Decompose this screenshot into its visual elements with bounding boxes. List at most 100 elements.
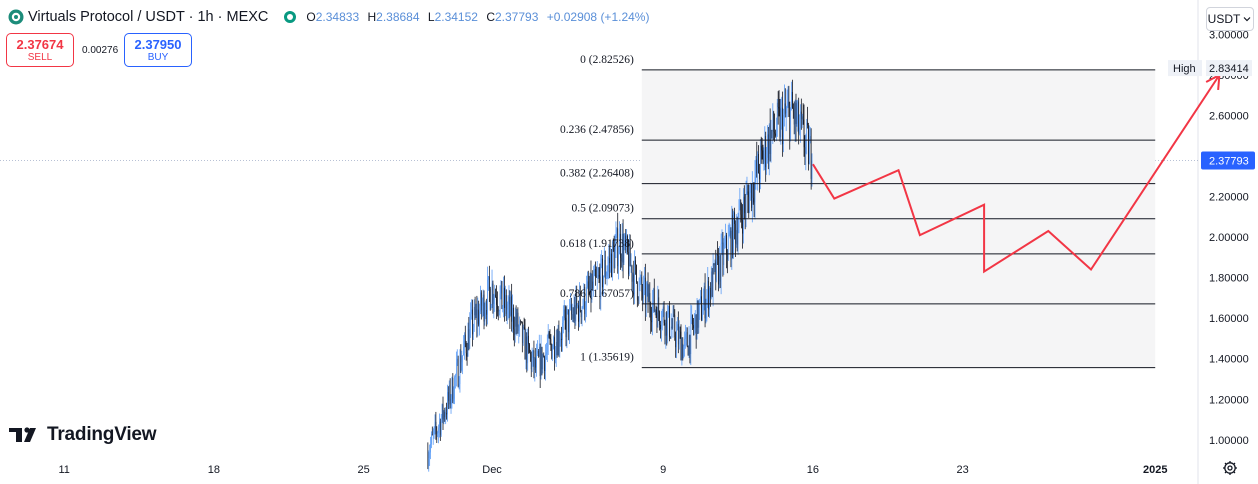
candle-body — [711, 271, 713, 297]
candle-body — [490, 305, 492, 310]
candle-body — [498, 310, 500, 312]
candle-body — [713, 264, 715, 266]
candle-body — [642, 292, 644, 299]
candle-body — [430, 444, 431, 453]
candle-body — [645, 289, 647, 308]
candle-body — [644, 277, 645, 282]
candle-body — [516, 312, 518, 327]
candle-body — [780, 111, 782, 138]
candle-body — [439, 421, 441, 435]
candle-body — [584, 287, 586, 315]
candle-body — [635, 260, 636, 265]
candle-body — [754, 176, 756, 203]
symbol-logo-icon[interactable] — [8, 9, 24, 25]
candle-body — [542, 355, 544, 370]
candle-body — [539, 346, 541, 376]
candle-body — [538, 350, 539, 357]
candle-body — [562, 322, 563, 340]
candle-body — [654, 309, 656, 312]
candle-body — [477, 309, 479, 324]
candle-body — [710, 287, 711, 298]
candle-body — [558, 330, 560, 347]
candle-body — [605, 275, 607, 278]
candle-body — [796, 116, 798, 124]
candle-body — [797, 101, 799, 117]
candle-body — [667, 314, 668, 336]
candle-body — [690, 316, 692, 355]
candle-body — [760, 145, 762, 147]
candle-body — [612, 241, 614, 248]
candle-body — [513, 329, 515, 336]
sell-button[interactable]: 2.37674 SELL — [6, 33, 74, 67]
candle-body — [653, 288, 654, 303]
tradingview-logo[interactable]: TradingView — [9, 424, 157, 446]
candle-body — [675, 337, 677, 348]
candle-body — [579, 291, 581, 311]
settings-gear-icon[interactable] — [1222, 460, 1238, 476]
candle-body — [571, 304, 572, 315]
candle-body — [553, 337, 554, 349]
candle-body — [708, 280, 709, 310]
candle-body — [776, 102, 778, 133]
candle-body — [626, 235, 627, 246]
candle-body — [622, 233, 624, 263]
candle-body — [781, 107, 783, 112]
candle-body — [596, 275, 598, 278]
candle-body — [775, 133, 776, 136]
candle-body — [458, 383, 460, 387]
candle-body — [496, 296, 497, 305]
candle-body — [428, 457, 430, 467]
candle-body — [437, 432, 439, 434]
candle-body — [759, 145, 761, 180]
candle-body — [480, 292, 482, 311]
candle-body — [607, 264, 609, 272]
candle-body — [790, 107, 791, 139]
candle-body — [757, 154, 759, 174]
currency-button[interactable]: USDT — [1206, 7, 1254, 31]
candle-body — [586, 287, 587, 311]
candle-body — [435, 421, 437, 430]
symbol-title[interactable]: Virtuals Protocol / USDT · 1h · MEXC — [28, 9, 269, 25]
candle-body — [660, 324, 661, 330]
candle-body — [613, 247, 615, 269]
buy-button[interactable]: 2.37950 BUY — [124, 33, 192, 67]
candle-body — [725, 235, 726, 245]
candle-body — [701, 296, 702, 320]
candle-body — [678, 331, 680, 345]
x-tick-label: 23 — [957, 464, 969, 476]
projection-path[interactable] — [812, 74, 1221, 274]
candle-body — [772, 111, 774, 131]
candle-body — [445, 413, 447, 418]
candle-body — [431, 433, 432, 445]
candle-body — [593, 275, 595, 289]
candle-body — [698, 308, 700, 328]
candle-body — [616, 228, 618, 236]
market-status-icon[interactable] — [284, 11, 297, 23]
candle-body — [718, 256, 720, 285]
spread-value: 0.00276 — [82, 45, 119, 56]
candle-body — [505, 295, 507, 314]
candle-body — [479, 311, 480, 325]
candle-body — [665, 312, 667, 336]
candle-body — [606, 271, 608, 276]
y-tick-label: 1.60000 — [1209, 313, 1249, 325]
brand-name: TradingView — [47, 424, 157, 445]
candle-body — [565, 317, 567, 338]
candle-body — [709, 287, 710, 310]
last-price-value: 2.37793 — [1209, 156, 1249, 168]
candle-body — [543, 355, 545, 357]
candle-body — [533, 350, 535, 370]
candle-body — [450, 398, 452, 405]
candle-body — [807, 122, 808, 126]
candle-body — [686, 332, 688, 347]
candle-body — [741, 214, 742, 221]
candle-body — [572, 314, 574, 319]
candle-body — [473, 306, 475, 328]
candle-body — [625, 235, 627, 246]
candle-body — [793, 112, 795, 125]
candle-body — [688, 335, 690, 356]
candle-body — [705, 307, 707, 319]
candle-body — [444, 411, 446, 418]
candle-body — [488, 276, 489, 280]
